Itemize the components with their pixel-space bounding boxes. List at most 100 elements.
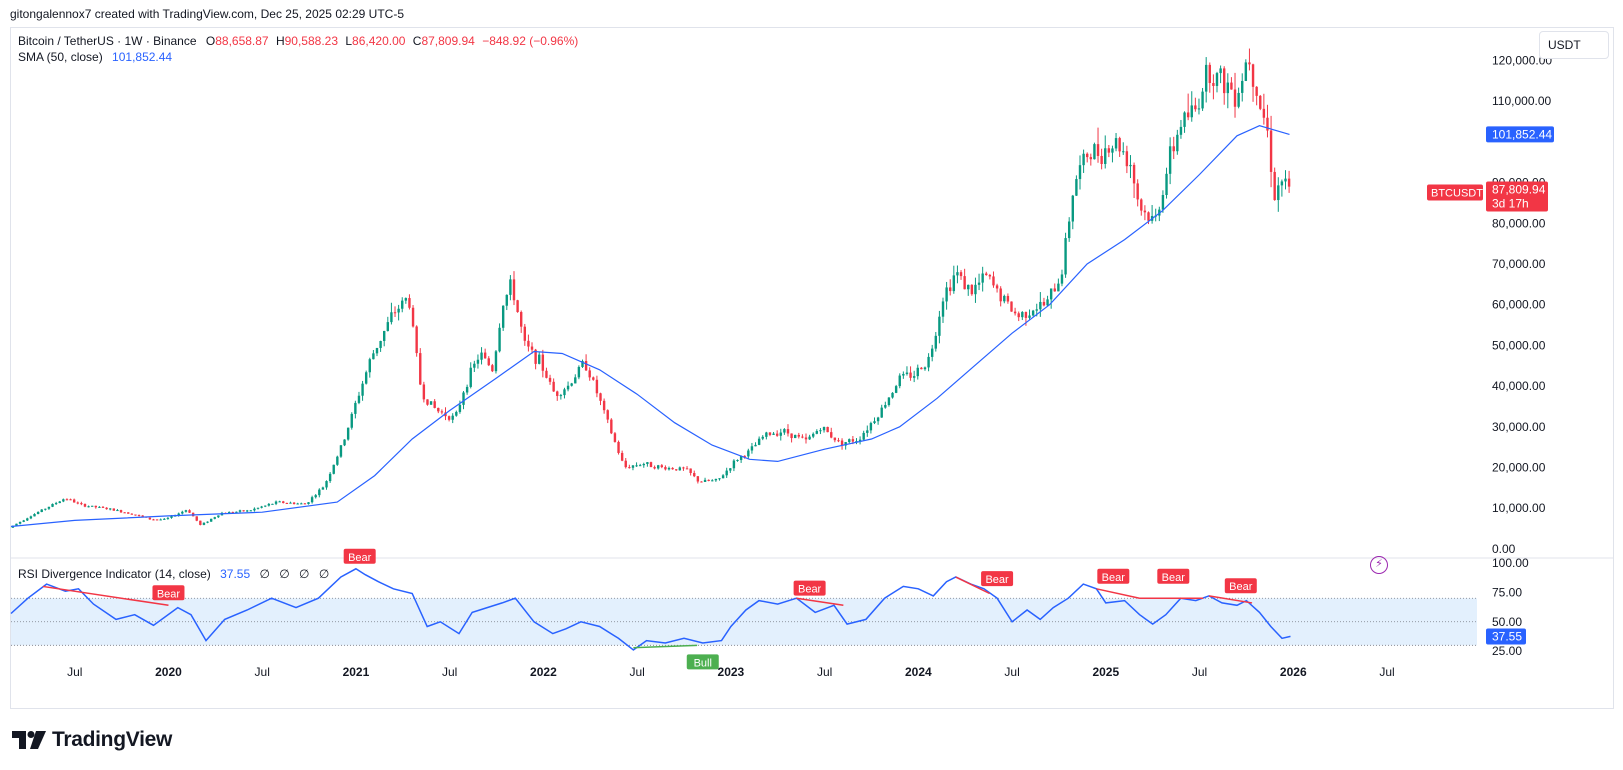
rsi-tick-label: 50.00 [1492,615,1522,629]
lightning-icon[interactable]: ⚡ [1370,556,1388,574]
divergence-label-bg [981,571,1014,587]
divergence-line [1096,588,1140,599]
candle-body [455,411,458,416]
time-tick-label: 2025 [1092,665,1119,679]
candle-body [303,503,307,505]
candle-body [62,499,65,502]
candle-body [855,441,858,443]
sma-legend[interactable]: SMA (50, close) 101,852.44 [18,50,172,64]
candle-body [1089,157,1093,160]
candle-body [793,434,797,439]
candle-body [339,445,343,457]
candle-body [105,507,108,510]
candle-body [992,276,995,286]
candle-body [1201,91,1204,109]
candle-body [1003,295,1006,302]
time-tick-label: 2026 [1280,665,1307,679]
symbol-label[interactable]: Bitcoin / TetherUS · 1W · Binance [18,34,197,48]
bear-label: Bear [985,574,1009,586]
rsi-legend[interactable]: RSI Divergence Indicator (14, close) 37.… [18,567,332,581]
tradingview-logo[interactable]: TradingView [12,728,172,752]
candle-body [274,501,278,504]
candle-body [1093,144,1096,160]
candle-body [757,438,761,445]
candle-body [1280,181,1284,186]
candle-body [227,512,231,514]
candle-body [397,308,400,313]
candle-body [664,467,667,470]
candle-body [22,520,25,522]
rsi-value-tag-bg [1486,628,1526,645]
candle-body [487,358,490,366]
rsi-tick-label: 75.00 [1492,585,1522,599]
candle-body [873,421,876,424]
price-tick-label: 80,000.00 [1492,216,1546,230]
candle-body [44,508,47,510]
candle-body [109,508,112,510]
candle-body [815,431,819,434]
candle-body [18,521,22,524]
candle-body [963,276,966,290]
candle-body [170,515,173,518]
time-tick-label: 2022 [530,665,557,679]
candle-body [999,288,1002,302]
candle-body [703,479,707,482]
time-tick-label: Jul [1379,665,1394,679]
bear-label: Bear [1229,581,1253,593]
candle-body [260,506,263,508]
candle-body [1179,126,1183,135]
candle-body [152,519,155,521]
candle-body [1039,301,1042,310]
candle-body [137,514,141,516]
candle-body [512,279,516,301]
divergence-label-bg [343,548,376,564]
candle-body [721,475,725,479]
candle-body [375,347,379,354]
candle-body [1165,173,1168,195]
candle-body [1208,64,1211,84]
candle-body [819,430,822,432]
candle-body [830,432,833,438]
candle-body [671,467,674,470]
candle-body [76,502,79,504]
candle-body [588,370,591,378]
candle-body [1219,68,1222,74]
candle-body [217,515,220,518]
candle-body [188,510,191,513]
currency-button[interactable]: USDT [1539,31,1609,59]
candle-body [646,462,649,464]
candle-body [743,455,746,457]
candle-body [635,465,638,467]
bear-label: Bear [157,588,181,600]
time-tick-label: Jul [442,665,457,679]
time-tick-label: 2023 [718,665,745,679]
candle-body [480,352,483,360]
candle-body [956,272,959,276]
price-tick-label: 70,000.00 [1492,257,1546,271]
candle-body [606,410,609,420]
candle-body [357,395,361,403]
candle-body [429,401,433,405]
candle-body [548,377,552,382]
candle-body [556,391,559,396]
candle-body [289,502,292,504]
candle-body [94,505,97,508]
price-tick-label: 10,000.00 [1492,501,1546,515]
candle-body [902,373,905,376]
candle-body [678,467,682,471]
candle-body [534,349,537,364]
candle-body [469,367,472,387]
candle-body [923,367,927,370]
candle-body [386,322,390,331]
candle-body [844,442,847,446]
candle-body [938,316,941,336]
candle-body [610,419,613,434]
countdown-tag: 3d 17h [1492,197,1529,211]
candle-body [927,356,930,368]
candle-body [1237,92,1240,107]
candle-body [433,401,436,408]
candle-body [249,510,253,512]
divergence-label-bg [152,585,185,601]
candle-body [83,503,87,507]
